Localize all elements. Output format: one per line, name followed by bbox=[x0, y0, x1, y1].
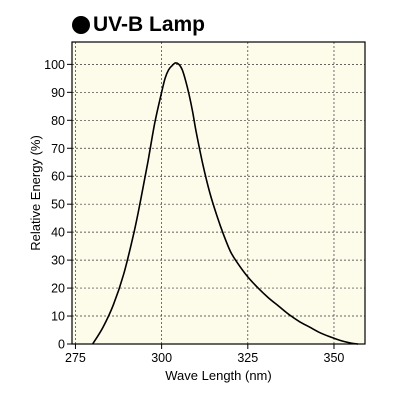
y-tick-label: 80 bbox=[51, 114, 65, 128]
y-tick-label: 60 bbox=[51, 170, 65, 184]
y-tick-label: 90 bbox=[51, 86, 65, 100]
y-tick-label: 40 bbox=[51, 226, 65, 240]
x-axis-label: Wave Length (nm) bbox=[165, 368, 271, 383]
y-tick-label: 100 bbox=[44, 58, 65, 72]
axis-ticks: 0 10 20 30 40 50 60 70 80 90 100 275 300 325 350 bbox=[44, 58, 344, 365]
x-tick-label: 350 bbox=[324, 351, 345, 365]
x-tick-label: 325 bbox=[237, 351, 258, 365]
y-tick-label: 30 bbox=[51, 254, 65, 268]
x-tick-label: 275 bbox=[65, 351, 86, 365]
y-tick-label: 20 bbox=[51, 282, 65, 296]
y-axis-label: Relative Energy (%) bbox=[28, 135, 43, 251]
y-tick-label: 50 bbox=[51, 198, 65, 212]
chart-title: UV-B Lamp bbox=[72, 12, 205, 38]
grid bbox=[72, 42, 365, 344]
series-line bbox=[91, 62, 359, 345]
x-tick-label: 300 bbox=[151, 351, 172, 365]
y-tick-label: 70 bbox=[51, 142, 65, 156]
chart-title-text: UV-B Lamp bbox=[93, 13, 206, 36]
bullet-dot-icon bbox=[72, 16, 90, 34]
plot-frame bbox=[71, 41, 366, 345]
y-tick-label: 10 bbox=[51, 310, 65, 324]
y-tick-label: 0 bbox=[58, 338, 65, 352]
